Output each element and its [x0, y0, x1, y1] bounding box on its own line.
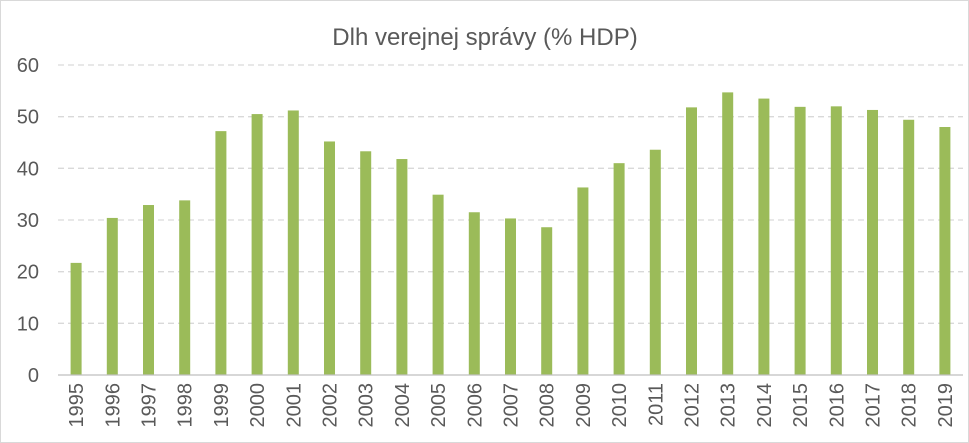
- bar-2005: [432, 194, 444, 375]
- bar-2007: [505, 218, 516, 375]
- x-tick-label: 2001: [283, 383, 305, 428]
- bar-1997: [143, 205, 154, 375]
- x-tick-label: 2012: [682, 383, 704, 428]
- bar-2009: [577, 187, 589, 375]
- bar-2016: [830, 106, 842, 375]
- bar-2006: [468, 212, 480, 375]
- x-tick-label: 2010: [609, 383, 631, 428]
- x-tick-label: 2002: [320, 383, 342, 428]
- bar-2014: [758, 98, 770, 375]
- x-tick-label: 2008: [537, 383, 559, 428]
- x-tick-label: 2004: [392, 383, 414, 428]
- bar-2011: [649, 149, 661, 375]
- x-tick-label: 1997: [139, 383, 161, 428]
- bar-2017: [867, 109, 878, 375]
- x-tick-label: 2014: [754, 383, 776, 428]
- chart-title: Dlh verejnej správy (% HDP): [332, 24, 637, 51]
- x-tick-label: 2017: [863, 383, 885, 428]
- x-tick-label: 2003: [356, 383, 378, 428]
- x-axis: 1995 1996 1997 1998 1999 2000 2001 2002 2003 2004…: [66, 383, 957, 428]
- y-tick-label: 50: [17, 107, 39, 129]
- y-tick-label: 20: [17, 262, 39, 284]
- y-axis: 0 10 20 30 40 50 60: [17, 55, 39, 387]
- bar-2001: [287, 110, 299, 375]
- bar-2015: [794, 106, 806, 375]
- y-tick-label: 10: [17, 313, 39, 335]
- bar-1999: [215, 131, 227, 375]
- x-tick-label: 2015: [790, 383, 812, 428]
- bar-2012: [686, 107, 697, 375]
- x-tick-label: 2018: [899, 383, 921, 428]
- bar-2004: [396, 159, 408, 375]
- x-tick-label: 1998: [175, 383, 197, 428]
- x-tick-label: 2005: [428, 383, 450, 428]
- x-tick-label: 2019: [935, 383, 957, 428]
- x-tick-label: 2013: [718, 383, 740, 428]
- y-tick-label: 40: [17, 158, 39, 180]
- bar-2013: [722, 92, 734, 375]
- x-tick-label: 1995: [66, 383, 88, 428]
- bar-2000: [251, 114, 263, 375]
- x-tick-label: 2006: [464, 383, 486, 428]
- x-tick-label: 1999: [211, 383, 233, 428]
- bar-2003: [360, 151, 372, 375]
- bar-1998: [179, 200, 191, 375]
- x-tick-label: 2000: [247, 383, 269, 428]
- x-tick-label: 2011: [645, 383, 667, 426]
- bar-2019: [939, 127, 951, 375]
- x-tick-label: 1996: [102, 383, 124, 428]
- y-tick-label: 0: [28, 365, 39, 387]
- bar-2010: [613, 163, 625, 375]
- bars: [70, 92, 951, 376]
- bar-1995: [70, 262, 82, 375]
- bar-2008: [541, 227, 553, 375]
- x-tick-label: 2016: [826, 383, 848, 428]
- y-tick-label: 30: [17, 210, 39, 232]
- y-tick-label: 60: [17, 55, 39, 77]
- x-tick-label: 2009: [573, 383, 595, 428]
- bar-2002: [324, 141, 335, 375]
- x-tick-label: 2007: [501, 383, 523, 428]
- bar-1996: [106, 217, 118, 375]
- bar-2018: [903, 119, 915, 376]
